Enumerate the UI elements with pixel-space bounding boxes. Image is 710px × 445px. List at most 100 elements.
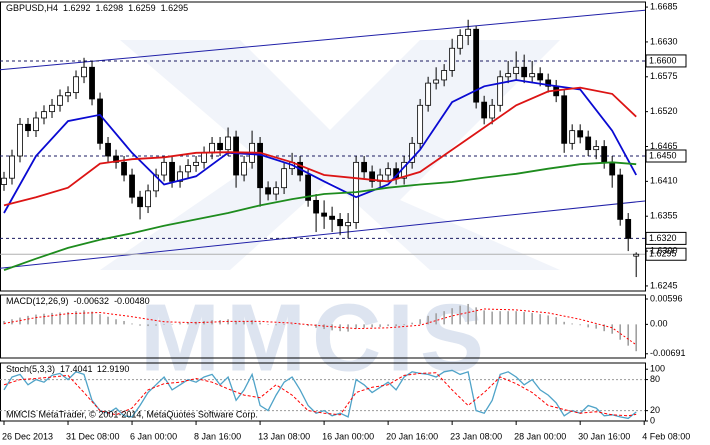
candle-body xyxy=(177,171,183,182)
candle-body xyxy=(273,187,279,195)
header-value: 12.9190 xyxy=(97,364,130,374)
x-tick-label: 23 Jan 08:00 xyxy=(450,431,502,441)
y-tick-label: 0.00 xyxy=(650,319,668,329)
pane-frame xyxy=(0,294,646,359)
candle-body xyxy=(193,161,199,166)
candle-body xyxy=(329,215,336,220)
header-value: 1.6292 xyxy=(63,3,91,13)
candle-body xyxy=(57,95,63,106)
logo-watermark xyxy=(100,40,560,270)
macd-bar xyxy=(539,314,541,325)
candle-body xyxy=(561,95,568,144)
macd-bar xyxy=(619,324,621,340)
candle-body xyxy=(9,155,15,179)
candle-body xyxy=(209,142,215,154)
candle-body xyxy=(129,174,135,198)
candle-body xyxy=(361,161,368,173)
last-price-label: 1.6295 xyxy=(649,249,677,259)
indicator-line xyxy=(3,372,637,417)
macd-bar xyxy=(163,324,165,325)
y-tick-label: 1.6410 xyxy=(650,176,678,186)
macd-bar xyxy=(491,311,493,325)
macd-bar xyxy=(27,315,29,325)
macd-bar xyxy=(387,324,389,327)
x-tick-label: 13 Jan 08:00 xyxy=(258,431,310,441)
indicator-header: Stoch(5,3,3) 17.4041 12.9190 xyxy=(6,364,129,374)
level-box xyxy=(645,149,687,163)
macd-bar xyxy=(67,312,69,325)
candle-body xyxy=(633,253,640,257)
y-tick-label: 80 xyxy=(650,374,660,384)
candle-body xyxy=(425,82,432,106)
macd-bar xyxy=(51,312,53,325)
macd-bar xyxy=(587,324,589,328)
stoch-main-line xyxy=(3,369,637,420)
candle-body xyxy=(313,199,319,214)
x-tick-label: 30 Jan 16:00 xyxy=(578,431,630,441)
macd-bar xyxy=(331,324,333,331)
macd-bar xyxy=(91,311,93,325)
macd-bar xyxy=(523,312,525,325)
y-tick-label: 1.6465 xyxy=(650,141,678,151)
macd-bar xyxy=(603,324,605,332)
macd-bar xyxy=(475,307,477,325)
candle-body xyxy=(121,161,127,176)
x-tick-label: 20 Jan 16:00 xyxy=(386,431,438,441)
macd-bar xyxy=(403,324,405,326)
y-tick-label: 1.6630 xyxy=(650,36,678,46)
macd-bar xyxy=(99,314,101,325)
indicator-line xyxy=(3,79,637,214)
candle-body xyxy=(185,165,191,173)
macd-bar xyxy=(123,320,125,325)
last-price-box xyxy=(645,247,687,261)
level-label: 1.6600 xyxy=(649,55,677,65)
candle-body xyxy=(529,73,536,78)
candle-body xyxy=(545,79,552,87)
candle-body xyxy=(473,28,480,103)
macd-bar xyxy=(291,323,293,325)
candle-body xyxy=(305,174,311,201)
indicator-line xyxy=(0,9,646,71)
macd-bar xyxy=(187,322,189,325)
candle-body xyxy=(321,212,328,217)
header-value: 1.6295 xyxy=(161,3,189,13)
macd-bar xyxy=(459,305,461,325)
header-value: -0.00480 xyxy=(114,296,150,306)
indicator-line xyxy=(3,161,637,271)
candle-body xyxy=(537,73,544,81)
y-tick-label: 100 xyxy=(650,364,665,374)
y-tick-label: 1.6245 xyxy=(650,280,678,290)
macd-bar xyxy=(571,323,573,325)
candle-body xyxy=(609,161,616,176)
macd-bar xyxy=(467,303,469,325)
candle-body xyxy=(241,161,247,176)
candle-body xyxy=(49,104,55,113)
candle-body xyxy=(225,136,231,151)
candle-body xyxy=(105,142,111,157)
candle-body xyxy=(265,187,271,195)
candle-body xyxy=(337,218,344,227)
candle-body xyxy=(521,66,528,78)
candle-body xyxy=(17,123,23,157)
macd-bar xyxy=(147,324,149,327)
candle-body xyxy=(161,161,167,176)
candle-body xyxy=(145,190,151,208)
level-box xyxy=(645,54,687,68)
candle-body xyxy=(601,146,608,163)
header-value: 17.4041 xyxy=(60,364,93,374)
candle-body xyxy=(457,35,464,49)
candle-body xyxy=(1,177,7,185)
candle-body xyxy=(201,152,207,163)
candle-body xyxy=(169,161,175,182)
x-tick-label: 31 Dec 08:00 xyxy=(66,431,120,441)
macd-bar xyxy=(363,324,365,328)
header-value: -0.00632 xyxy=(74,296,110,306)
logo-shape xyxy=(100,40,560,270)
candle-body xyxy=(481,101,488,119)
macd-bar xyxy=(427,315,429,325)
macd-bar xyxy=(235,320,237,325)
candle-body xyxy=(233,136,239,176)
candle-body xyxy=(25,123,31,132)
macd-bar xyxy=(75,311,77,325)
